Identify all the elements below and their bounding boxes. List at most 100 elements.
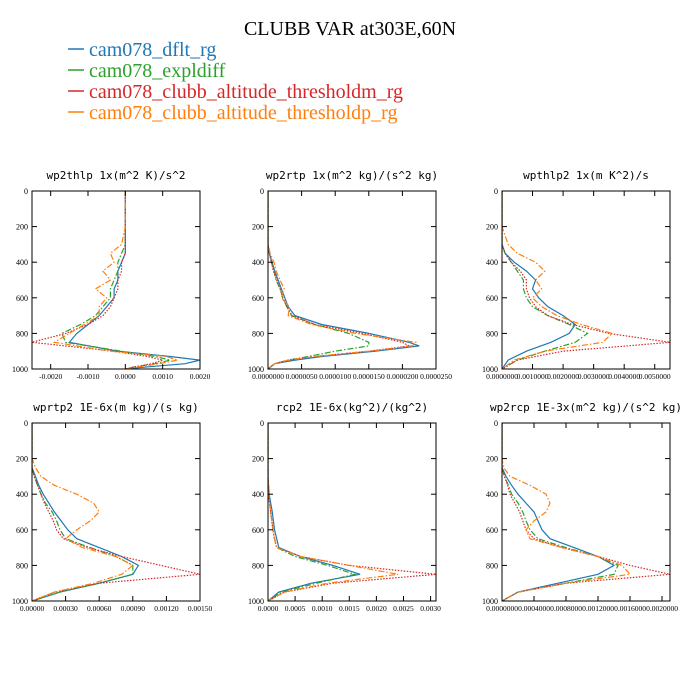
x-tick-label: 0.0000	[115, 372, 136, 381]
series-line-cam078_clubb_altitude_thresholdp_rg	[268, 423, 399, 601]
x-tick-label: 0.0010000	[517, 372, 549, 381]
x-tick-label: 0.0030000	[578, 372, 610, 381]
x-tick-label: 0.0000000	[252, 372, 284, 381]
y-tick-label: 800	[252, 561, 264, 570]
x-tick-label: 0.0015	[339, 604, 360, 613]
plot-frame	[31, 422, 201, 602]
series-group	[32, 191, 200, 369]
series-group	[268, 191, 420, 369]
y-tick-label: 1000	[482, 365, 498, 374]
series-line-cam078_expldiff	[502, 191, 589, 369]
y-tick-label: 0	[24, 187, 28, 196]
series-group	[268, 423, 436, 601]
series-line-cam078_clubb_altitude_thresholdm_rg	[268, 423, 436, 601]
panel-title: wprtp2 1E-6x(m kg)/(s kg)	[33, 401, 199, 414]
panel-title: wp2rcp 1E-3x(m^2 kg)/(s^2 kg)	[490, 401, 682, 414]
legend-item: cam078_clubb_altitude_thresholdp_rg	[68, 102, 397, 124]
x-tick-label: 0.0020000	[646, 604, 678, 613]
x-tick-label: -0.0020	[39, 372, 62, 381]
panel-1: wp2thlp 1x(m^2 K)/s^2 0 200 400 600 800 1000 -0…	[12, 169, 211, 381]
y-tick-label: 600	[486, 294, 498, 303]
series-line-cam078_expldiff	[61, 191, 171, 369]
y-tick-label: 1000	[12, 365, 28, 374]
y-tick-label: 0	[260, 187, 264, 196]
y-tick-label: 600	[16, 294, 28, 303]
x-tick-label: 0.0040000	[608, 372, 640, 381]
y-tick-label: 400	[486, 490, 498, 499]
plot-frame	[31, 190, 201, 370]
x-tick-label: 0.0000	[258, 604, 279, 613]
legend-item: cam078_dflt_rg	[68, 39, 216, 61]
x-tick-label: 0.0004000	[518, 604, 550, 613]
series-line-cam078_clubb_altitude_thresholdm_rg	[502, 423, 670, 601]
y-tick-label: 600	[486, 526, 498, 535]
y-tick-label: 800	[252, 329, 264, 338]
y-tick-label: 0	[494, 187, 498, 196]
legend-label-4: cam078_clubb_altitude_thresholdp_rg	[89, 102, 397, 124]
series-group	[32, 423, 200, 601]
y-tick-label: 0	[24, 419, 28, 428]
panel-4: wprtp2 1E-6x(m kg)/(s kg) 0 200 400 600 800 10…	[12, 401, 212, 613]
x-tick-label: 0.0020	[366, 604, 387, 613]
series-line-cam078_clubb_altitude_thresholdp_rg	[52, 191, 178, 369]
series-line-cam078_dflt_rg	[502, 191, 577, 369]
series-line-cam078_clubb_altitude_thresholdp_rg	[268, 191, 418, 369]
legend-label-3: cam078_clubb_altitude_thresholdm_rg	[89, 81, 403, 103]
y-tick-label: 1000	[248, 597, 264, 606]
y-tick-label: 200	[16, 223, 28, 232]
series-group	[502, 191, 670, 369]
panel-title: rcp2 1E-6x(kg^2)/(kg^2)	[276, 401, 428, 414]
panel-6: wp2rcp 1E-3x(m^2 kg)/(s^2 kg) 0 200 400 600 8…	[482, 401, 682, 613]
y-tick-label: 0	[494, 419, 498, 428]
y-tick-label: 800	[486, 561, 498, 570]
x-tick-label: 0.0000250	[420, 372, 452, 381]
panel-title: wp2rtp 1x(m^2 kg)/(s^2 kg)	[266, 169, 438, 182]
y-tick-label: 400	[16, 490, 28, 499]
series-line-cam078_dflt_rg	[268, 423, 361, 601]
x-tick-label: 0.0016000	[614, 604, 646, 613]
x-tick-label: 0.00060	[87, 604, 112, 613]
series-line-cam078_expldiff	[502, 423, 619, 601]
x-tick-label: 0.00000	[20, 604, 45, 613]
series-line-cam078_clubb_altitude_thresholdm_rg	[32, 191, 165, 369]
panels: wp2thlp 1x(m^2 K)/s^2 0 200 400 600 800 1000 -0…	[12, 169, 682, 613]
y-tick-label: 200	[486, 223, 498, 232]
x-tick-label: 0.0000150	[353, 372, 385, 381]
series-line-cam078_clubb_altitude_thresholdm_rg	[502, 191, 670, 369]
y-tick-label: 800	[486, 329, 498, 338]
series-line-cam078_clubb_altitude_thresholdp_rg	[32, 423, 134, 601]
y-tick-label: 400	[252, 258, 264, 267]
panel-2: wp2rtp 1x(m^2 kg)/(s^2 kg)0 200 400 600 800 1…	[248, 169, 452, 381]
x-tick-label: 0.0020	[190, 372, 211, 381]
y-tick-label: 400	[486, 258, 498, 267]
panel-5: rcp2 1E-6x(kg^2)/(kg^2) 0 200 400 600 800 1000…	[248, 401, 441, 613]
y-tick-label: 800	[16, 329, 28, 338]
x-tick-label: 0.0005	[285, 604, 306, 613]
series-line-cam078_expldiff	[32, 423, 134, 601]
x-tick-label: 0.0000000	[486, 604, 518, 613]
x-tick-label: 0.0010	[312, 604, 333, 613]
series-line-cam078_dflt_rg	[68, 191, 200, 369]
x-tick-label: 0.00150	[188, 604, 213, 613]
x-tick-label: 0.0012000	[582, 604, 614, 613]
series-line-cam078_clubb_altitude_thresholdp_rg	[502, 191, 614, 369]
panel-title: wp2thlp 1x(m^2 K)/s^2	[46, 169, 185, 182]
x-tick-label: -0.0010	[76, 372, 99, 381]
figure-title: CLUBB VAR at303E,60N	[244, 18, 456, 40]
x-tick-label: 0.0000000	[486, 372, 518, 381]
x-tick-label: 0.0050000	[639, 372, 671, 381]
y-tick-label: 0	[260, 419, 264, 428]
x-tick-label: 0.0000200	[386, 372, 418, 381]
legend-item: cam078_clubb_altitude_thresholdm_rg	[68, 81, 403, 103]
y-tick-label: 1000	[248, 365, 264, 374]
x-tick-label: 0.0030	[420, 604, 441, 613]
panel-title: wpthlp2 1x(m K^2)/s	[523, 169, 649, 182]
x-tick-label: 0.0000100	[319, 372, 351, 381]
y-tick-label: 400	[16, 258, 28, 267]
y-tick-label: 200	[16, 455, 28, 464]
x-tick-label: 0.00120	[154, 604, 179, 613]
plot-frame	[267, 190, 437, 370]
y-tick-label: 200	[486, 455, 498, 464]
x-tick-label: 0.00030	[53, 604, 78, 613]
